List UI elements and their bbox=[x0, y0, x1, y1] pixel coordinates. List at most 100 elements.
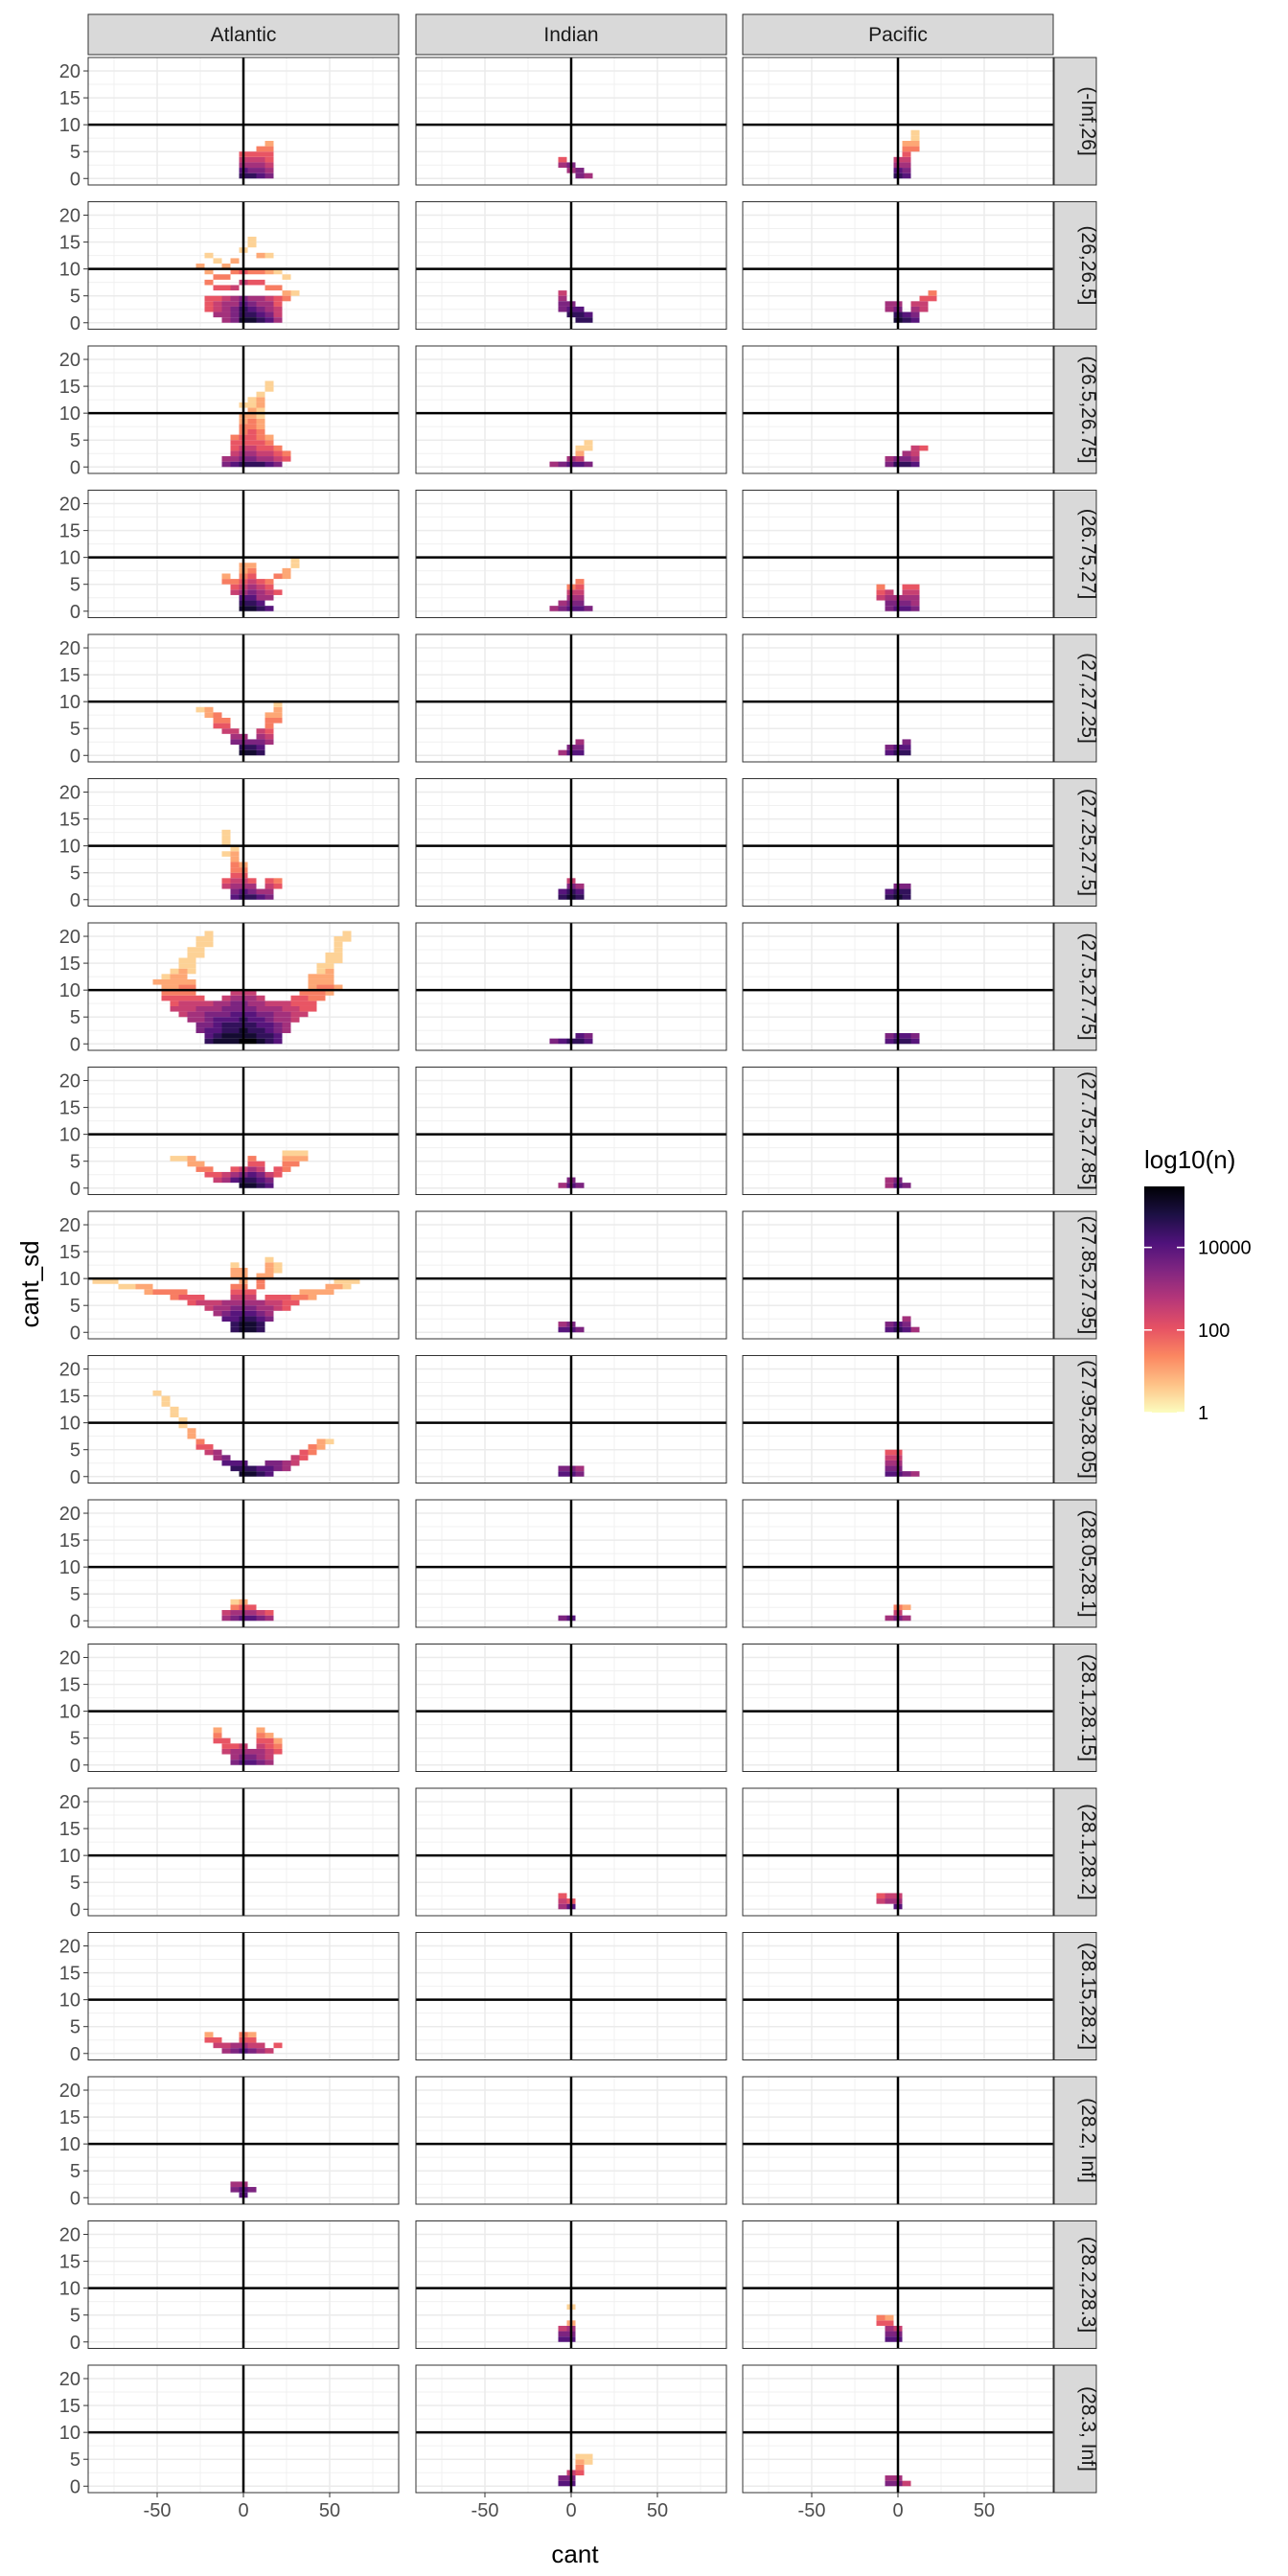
heatmap-tile bbox=[213, 301, 222, 307]
y-tick-label: 15 bbox=[59, 1098, 80, 1119]
heatmap-tile bbox=[885, 456, 894, 462]
heatmap-tile bbox=[256, 1471, 265, 1477]
y-tick-label: 0 bbox=[70, 1756, 80, 1777]
heatmap-tile bbox=[264, 386, 274, 392]
heatmap-tile bbox=[101, 1278, 110, 1284]
heatmap-tile bbox=[273, 450, 283, 457]
y-tick-label: 15 bbox=[59, 1530, 80, 1552]
y-tick-label: 15 bbox=[59, 377, 80, 398]
heatmap-tile bbox=[247, 1604, 257, 1611]
heatmap-tile bbox=[230, 1022, 240, 1028]
heatmap-tile bbox=[204, 1038, 214, 1045]
heatmap-tile bbox=[247, 1011, 257, 1018]
heatmap-tile bbox=[902, 606, 911, 611]
heatmap-tile bbox=[256, 1273, 265, 1279]
heatmap-tile bbox=[308, 1444, 317, 1450]
heatmap-tile bbox=[316, 984, 326, 991]
heatmap-tile bbox=[247, 749, 257, 756]
heatmap-tile bbox=[247, 1161, 257, 1167]
panel-indian-15 bbox=[415, 2220, 727, 2349]
heatmap-tile bbox=[256, 172, 265, 179]
heatmap-tile bbox=[247, 1171, 257, 1178]
heatmap-tile bbox=[213, 1310, 222, 1317]
heatmap-tile bbox=[308, 974, 317, 979]
heatmap-tile bbox=[325, 1283, 334, 1290]
heatmap-tile bbox=[204, 1027, 214, 1034]
row-strip-background bbox=[1053, 1499, 1097, 1628]
row-strip-label: (28.1,28.15] bbox=[1077, 1654, 1099, 1761]
y-tick-label: 20 bbox=[59, 1360, 80, 1381]
heatmap-tile bbox=[221, 1316, 231, 1322]
heatmap-tile bbox=[902, 146, 911, 152]
heatmap-tile bbox=[213, 723, 222, 729]
heatmap-tile bbox=[264, 733, 274, 740]
heatmap-tile bbox=[584, 445, 593, 451]
heatmap-tile bbox=[264, 456, 274, 462]
heatmap-tile bbox=[230, 1033, 240, 1039]
heatmap-tile bbox=[213, 1000, 222, 1006]
heatmap-tile bbox=[213, 274, 222, 280]
heatmap-tile bbox=[213, 1027, 222, 1034]
y-tick-label: 10 bbox=[59, 837, 80, 858]
heatmap-tile bbox=[256, 301, 265, 307]
heatmap-tile bbox=[230, 894, 240, 900]
heatmap-tile bbox=[230, 1322, 240, 1327]
heatmap-tile bbox=[902, 1033, 911, 1039]
heatmap-tile bbox=[334, 941, 343, 948]
panel-border bbox=[742, 633, 1054, 763]
heatmap-tile bbox=[273, 306, 283, 312]
heatmap-tile bbox=[230, 995, 240, 1001]
heatmap-tile bbox=[230, 1267, 240, 1274]
heatmap-tile bbox=[584, 440, 593, 446]
heatmap-tile bbox=[264, 317, 274, 323]
heatmap-tile bbox=[178, 1005, 188, 1012]
panel-pacific-16: -50 0 50 bbox=[742, 2364, 1054, 2521]
heatmap-tile bbox=[264, 1737, 274, 1744]
heatmap-tile bbox=[256, 1005, 265, 1012]
panel-pacific-6 bbox=[742, 922, 1054, 1051]
heatmap-tile bbox=[902, 894, 911, 900]
heatmap-tile bbox=[264, 1267, 274, 1274]
heatmap-tile bbox=[213, 1177, 222, 1184]
heatmap-tile bbox=[299, 1156, 309, 1162]
heatmap-tile bbox=[885, 1615, 894, 1622]
heatmap-tile bbox=[213, 717, 222, 724]
heatmap-tile bbox=[247, 172, 257, 179]
heatmap-tile bbox=[256, 1727, 265, 1734]
heatmap-tile bbox=[273, 1300, 283, 1306]
heatmap-tile bbox=[273, 456, 283, 462]
heatmap-tile bbox=[584, 172, 593, 179]
heatmap-tile bbox=[247, 894, 257, 900]
heatmap-tile bbox=[264, 883, 274, 889]
heatmap-tile bbox=[213, 2036, 222, 2043]
heatmap-tile bbox=[247, 151, 257, 157]
panel-border bbox=[415, 633, 727, 763]
panel-atlantic-13 bbox=[87, 1932, 400, 2060]
heatmap-tile bbox=[230, 1610, 240, 1616]
heatmap-tile bbox=[325, 984, 334, 991]
heatmap-tile bbox=[247, 1610, 257, 1616]
heatmap-tile bbox=[256, 407, 265, 414]
panel-indian-10 bbox=[415, 1499, 727, 1628]
heatmap-tile bbox=[247, 883, 257, 889]
panel-indian-3 bbox=[415, 490, 727, 618]
heatmap-tile bbox=[325, 990, 334, 996]
heatmap-tile bbox=[256, 1760, 265, 1765]
y-tick-label: 20 bbox=[59, 1792, 80, 1813]
heatmap-tile bbox=[247, 397, 257, 402]
heatmap-tile bbox=[290, 563, 300, 568]
heatmap-tile bbox=[230, 445, 240, 451]
heatmap-tile bbox=[230, 883, 240, 889]
heatmap-tile bbox=[558, 606, 567, 611]
y-tick-label: 20 bbox=[59, 1648, 80, 1669]
heatmap-tile bbox=[152, 1289, 162, 1295]
heatmap-tile bbox=[316, 1444, 326, 1450]
heatmap-tile bbox=[575, 450, 585, 457]
heatmap-tile bbox=[247, 589, 257, 595]
heatmap-tile bbox=[178, 1294, 188, 1300]
heatmap-tile bbox=[342, 1283, 352, 1290]
heatmap-tile bbox=[273, 1171, 283, 1178]
row-strip-background bbox=[1053, 1210, 1097, 1340]
heatmap-tile bbox=[221, 317, 231, 323]
heatmap-tile bbox=[230, 1177, 240, 1184]
